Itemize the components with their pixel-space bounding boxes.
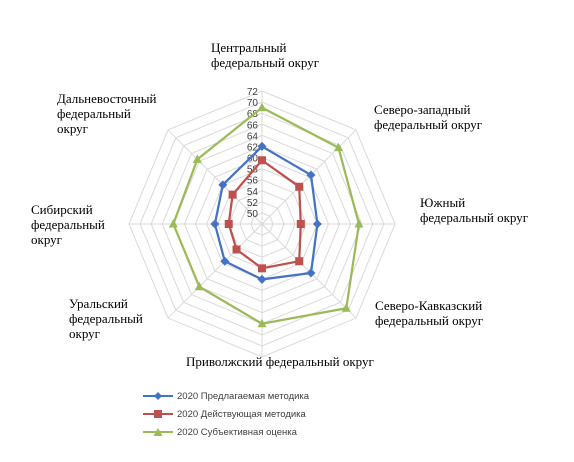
grid-spoke-7 (167, 129, 263, 225)
series-1-point-6 (224, 220, 233, 228)
legend-label-0: 2020 Предлагаемая методика (177, 390, 310, 402)
category-label-1: Северо-западный федеральный округ (374, 102, 483, 132)
series-1-point-2 (296, 220, 305, 228)
legend-marker-triangle (143, 428, 173, 436)
radial-tick-label-7: 64 (247, 131, 259, 142)
radial-tick-label-8: 66 (247, 120, 259, 131)
series-1-point-1 (295, 182, 304, 191)
series-1-point-3 (295, 257, 304, 266)
series-0-point-6 (210, 219, 220, 229)
series-1-point-4 (258, 264, 266, 273)
series-0-point-2 (312, 219, 322, 229)
category-label-3: Северо-Кавказский федеральный округ (375, 298, 484, 328)
series-2-point-4 (257, 318, 267, 328)
legend-item-2: 2020 Субъективная оценка (143, 423, 309, 441)
series-0-point-3 (306, 268, 316, 278)
series-2-point-6 (168, 219, 178, 228)
series-0-point-7 (218, 180, 228, 190)
series-1-point-0 (258, 156, 266, 165)
category-label-6: Сибирский федеральный округ (31, 202, 105, 247)
series-2-point-1 (333, 142, 343, 152)
grid-spoke-5 (167, 223, 263, 319)
legend-item-1: 2020 Действующая методика (143, 405, 309, 423)
legend-item-0: 2020 Предлагаемая методика (143, 387, 309, 405)
series-2-point-5 (194, 281, 204, 291)
legend: 2020 Предлагаемая методика 2020 Действую… (143, 387, 309, 441)
series-2-point-2 (354, 219, 364, 228)
radial-tick-label-10: 70 (247, 98, 259, 109)
radial-tick-label-0: 50 (247, 209, 259, 220)
legend-marker-square (143, 410, 173, 418)
series-1-point-5 (232, 245, 241, 254)
category-label-0: Центральный федеральный округ (211, 40, 320, 70)
radial-tick-label-11: 72 (247, 87, 259, 98)
legend-marker-diamond (143, 392, 173, 400)
series-0-point-1 (306, 170, 316, 180)
radial-tick-label-3: 56 (247, 176, 259, 187)
radial-tick-label-6: 62 (247, 142, 259, 153)
series-2-point-3 (341, 303, 351, 312)
radial-tick-label-2: 54 (247, 187, 259, 198)
category-label-2: Южный федеральный округ (420, 195, 529, 225)
series-1-point-7 (228, 190, 237, 199)
radial-tick-label-1: 52 (247, 198, 259, 209)
legend-label-1: 2020 Действующая методика (177, 408, 306, 420)
series-2-point-7 (192, 154, 202, 163)
category-label-4: Приволжский федеральный округ (186, 354, 374, 369)
series-0-point-4 (257, 274, 267, 284)
series-2-point-0 (257, 102, 267, 112)
legend-label-2: 2020 Субъективная оценка (177, 426, 297, 438)
series-0-point-0 (257, 141, 267, 151)
series-line-2 (172, 106, 361, 325)
category-label-7: Дальневосточный федеральный округ (57, 91, 157, 136)
radial-tick-label-5: 60 (247, 154, 259, 165)
category-label-5: Уральский федеральный округ (69, 296, 143, 341)
series-0-point-5 (220, 256, 230, 266)
